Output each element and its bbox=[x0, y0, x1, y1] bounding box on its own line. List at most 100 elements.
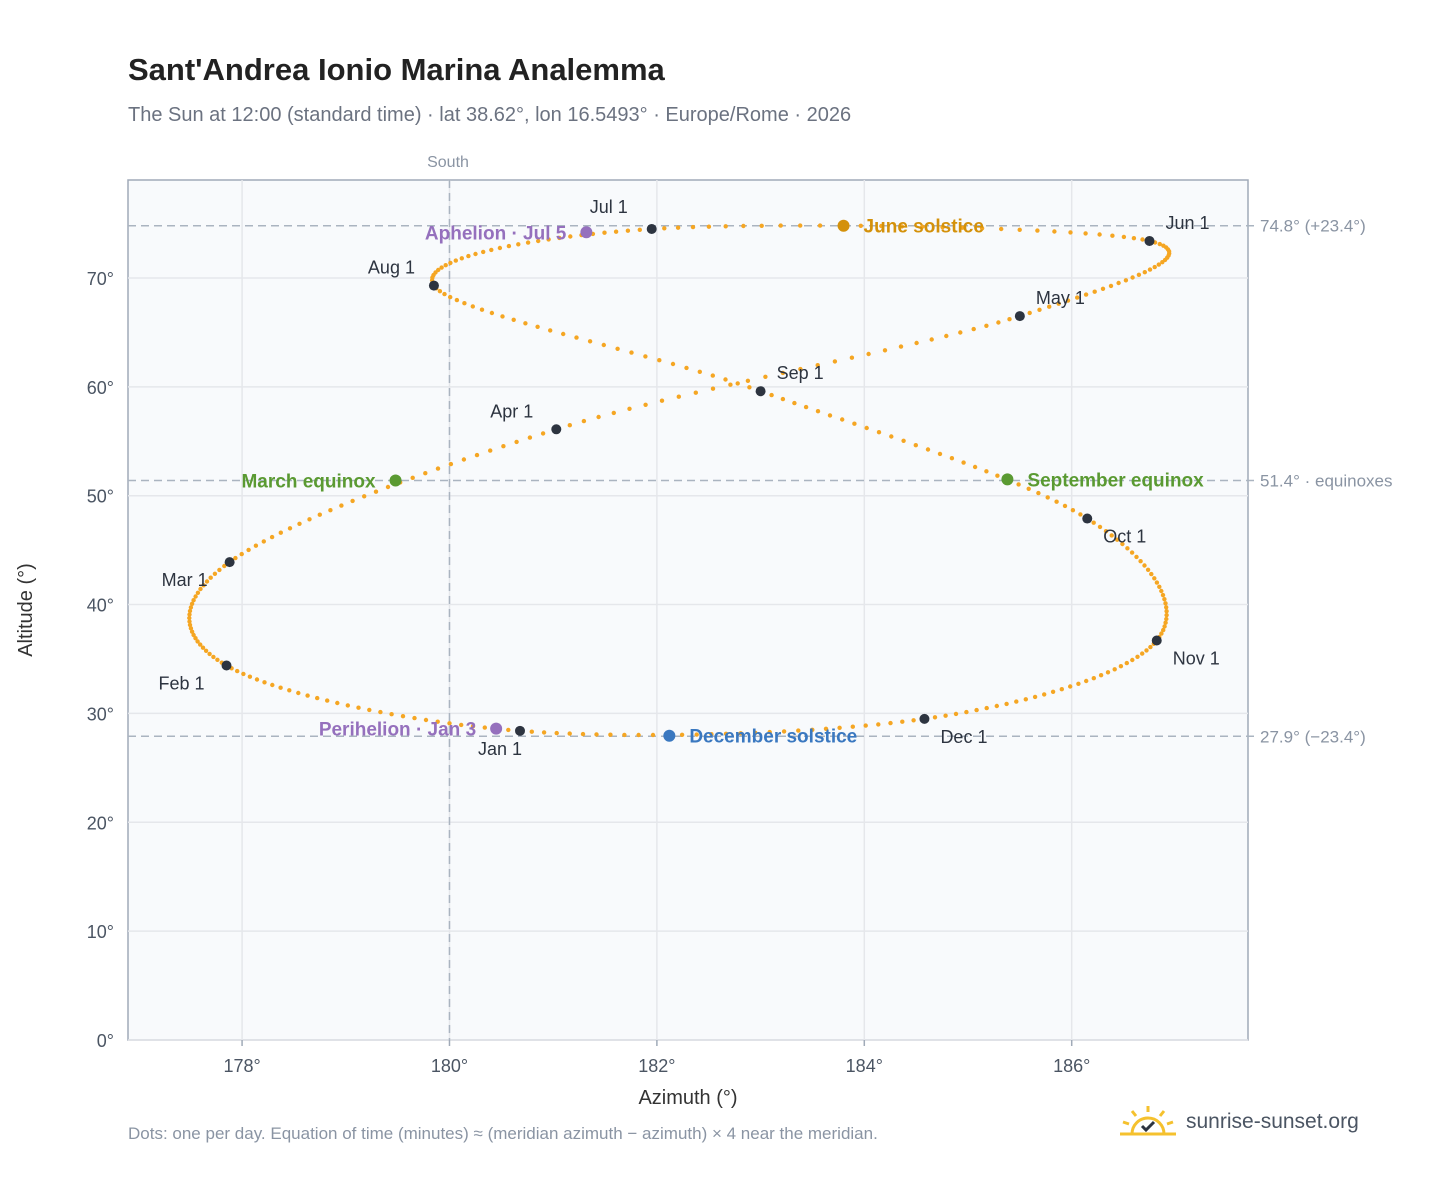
daily-dot bbox=[1083, 292, 1089, 297]
daily-dot bbox=[1157, 584, 1162, 589]
daily-dot bbox=[437, 289, 443, 294]
month-marker bbox=[224, 557, 235, 568]
daily-dot bbox=[204, 579, 210, 584]
daily-dot bbox=[781, 729, 787, 734]
daily-dot bbox=[448, 461, 454, 467]
daily-dot bbox=[1045, 495, 1050, 500]
daily-dot bbox=[911, 718, 916, 723]
daily-dot bbox=[587, 339, 593, 344]
daily-dot bbox=[958, 330, 963, 335]
brand[interactable]: sunrise-sunset.org bbox=[1120, 1104, 1359, 1140]
daily-dot bbox=[684, 365, 689, 371]
daily-dot bbox=[810, 727, 815, 732]
daily-dot bbox=[1014, 699, 1019, 704]
daily-dot bbox=[212, 571, 218, 576]
daily-dot bbox=[899, 224, 905, 229]
month-label: Jun 1 bbox=[1165, 213, 1209, 233]
daily-dot bbox=[489, 310, 495, 316]
daily-dot bbox=[1042, 692, 1047, 697]
daily-dot bbox=[247, 674, 253, 679]
month-label: Nov 1 bbox=[1173, 648, 1220, 668]
daily-dot bbox=[723, 377, 728, 382]
daily-dot bbox=[1112, 667, 1117, 672]
daily-dot bbox=[278, 685, 283, 690]
daily-dot bbox=[187, 608, 193, 614]
daily-dot bbox=[643, 354, 648, 359]
daily-dot bbox=[462, 301, 467, 306]
daily-dot bbox=[535, 324, 540, 329]
daily-dot bbox=[1056, 301, 1061, 306]
daily-dot bbox=[964, 709, 969, 715]
daily-dot bbox=[780, 396, 786, 402]
daily-dot bbox=[187, 612, 192, 617]
month-marker bbox=[1014, 311, 1025, 322]
daily-dot bbox=[362, 494, 367, 499]
daily-dot bbox=[261, 539, 266, 544]
daily-dot bbox=[529, 729, 534, 734]
daily-dot bbox=[1075, 295, 1080, 300]
daily-dot bbox=[1121, 234, 1127, 240]
daily-dot bbox=[728, 382, 733, 387]
daily-dot bbox=[596, 414, 601, 420]
daily-dot bbox=[1147, 267, 1153, 272]
month-marker bbox=[1151, 635, 1162, 646]
daily-dot bbox=[461, 457, 467, 462]
daily-dot bbox=[235, 668, 240, 674]
reference-lines: 74.8° (+23.4°) 51.4° · equinoxes 27.9° (−2… bbox=[128, 180, 1393, 1040]
daily-dot bbox=[335, 700, 340, 706]
daily-dot bbox=[763, 374, 768, 379]
daily-dot bbox=[378, 709, 383, 715]
daily-dot bbox=[849, 355, 855, 360]
daily-dot bbox=[459, 722, 464, 728]
daily-dot bbox=[949, 456, 955, 461]
daily-dot bbox=[1152, 576, 1157, 581]
daily-dot bbox=[466, 253, 471, 259]
daily-dot bbox=[527, 435, 533, 440]
special-point-label: Perihelion · Jan 3 bbox=[319, 720, 476, 741]
y-tick-label: 0° bbox=[97, 1031, 114, 1051]
daily-dot bbox=[1047, 304, 1052, 309]
daily-dot bbox=[506, 727, 511, 733]
daily-dot bbox=[1159, 588, 1164, 594]
daily-dot bbox=[636, 732, 641, 738]
daily-dot bbox=[1108, 283, 1114, 289]
daily-dot bbox=[448, 260, 453, 266]
daily-dot bbox=[567, 731, 572, 736]
special-point-marker bbox=[837, 219, 850, 232]
daily-dot bbox=[474, 452, 480, 458]
daily-dot bbox=[840, 417, 845, 422]
daily-dot bbox=[1161, 243, 1166, 248]
brand-name: sunrise-sunset.org bbox=[1186, 1110, 1359, 1133]
daily-dot bbox=[984, 705, 989, 711]
daily-dot bbox=[827, 413, 833, 418]
daily-dot bbox=[657, 358, 662, 363]
daily-dot bbox=[1097, 524, 1103, 530]
daily-dot bbox=[741, 223, 746, 229]
daily-dot bbox=[676, 394, 681, 399]
daily-dot bbox=[287, 526, 293, 531]
daily-dot bbox=[690, 224, 696, 230]
daily-dot bbox=[984, 323, 989, 328]
daily-dot bbox=[979, 226, 985, 231]
daily-dot bbox=[516, 242, 521, 247]
daily-dot bbox=[506, 243, 512, 249]
daily-dot bbox=[188, 605, 194, 610]
daily-dot bbox=[423, 471, 428, 476]
daily-dot bbox=[1163, 620, 1168, 625]
daily-dot bbox=[459, 256, 464, 261]
daily-dot bbox=[317, 512, 322, 517]
daily-dot bbox=[514, 439, 519, 445]
daily-dot bbox=[540, 431, 546, 436]
daily-dot bbox=[971, 326, 976, 332]
month-marker bbox=[551, 424, 562, 435]
daily-dot bbox=[1068, 684, 1073, 689]
daily-dot bbox=[953, 711, 959, 717]
daily-dot bbox=[208, 575, 213, 580]
daily-dot bbox=[629, 350, 634, 355]
daily-dot bbox=[525, 240, 531, 245]
daily-dot bbox=[1148, 644, 1153, 650]
daily-dot bbox=[767, 729, 772, 735]
daily-dot bbox=[984, 469, 989, 474]
daily-dot bbox=[189, 601, 195, 606]
